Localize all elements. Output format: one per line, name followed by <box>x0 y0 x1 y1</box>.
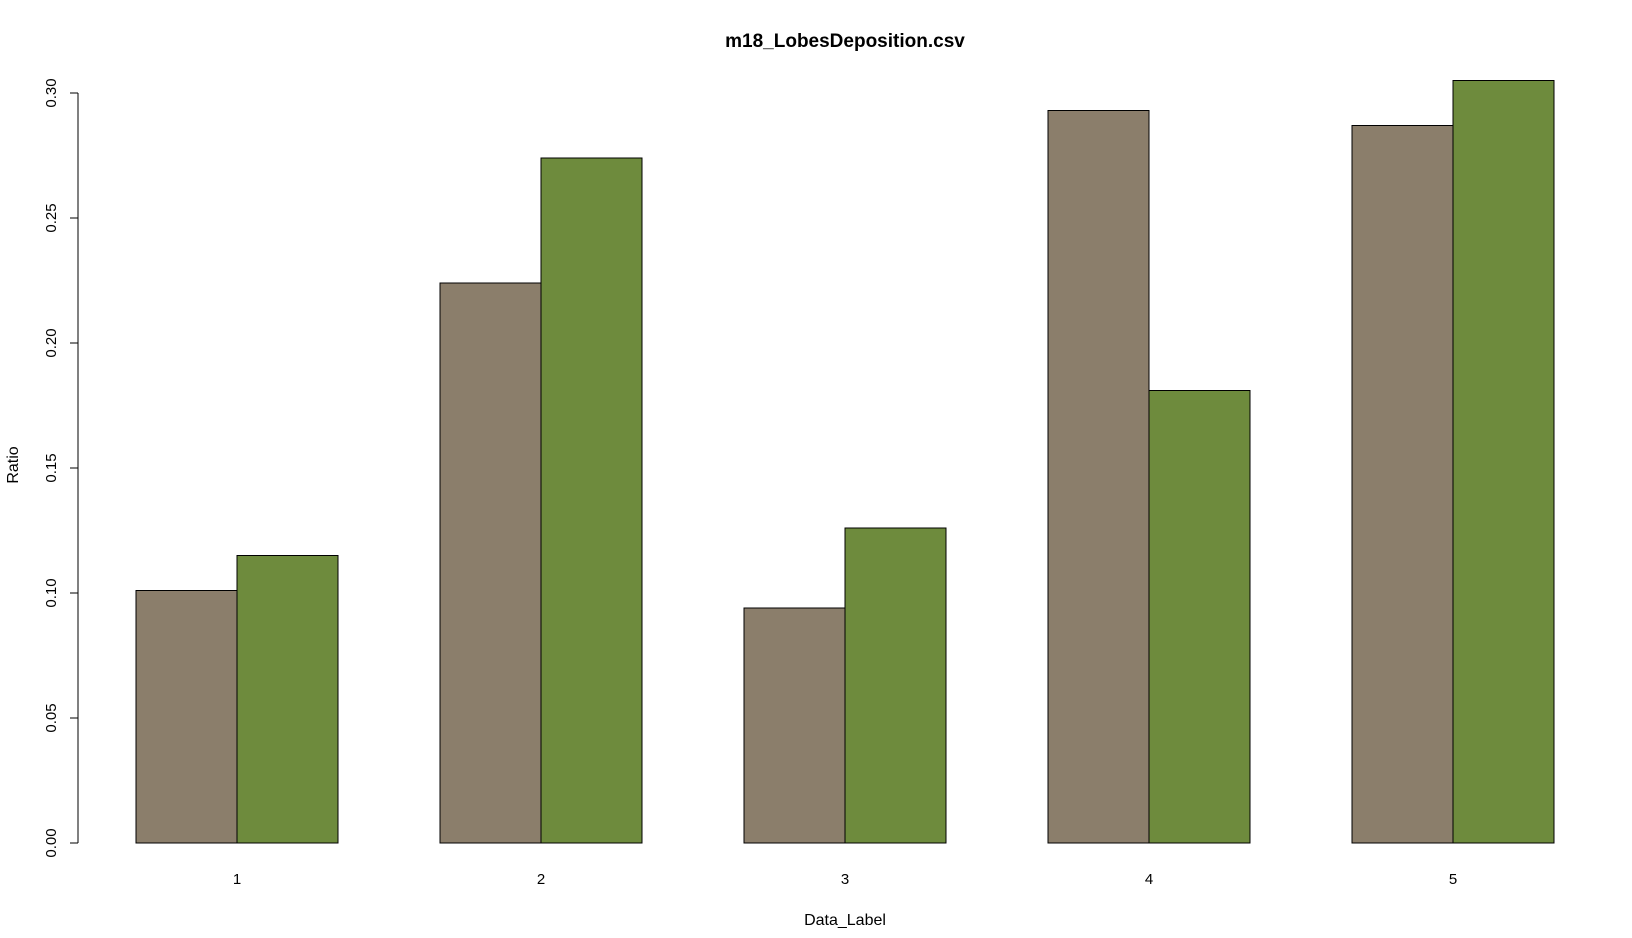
x-tick-label: 4 <box>1145 871 1153 888</box>
y-tick-label: 0.30 <box>43 78 60 107</box>
x-tick-label: 2 <box>537 871 545 888</box>
y-tick-label: 0.00 <box>43 828 60 857</box>
y-tick-label: 0.15 <box>43 453 60 482</box>
bar-cat4-series2 <box>1148 390 1251 844</box>
bar-cat4-series1 <box>1047 110 1150 844</box>
y-tick-label: 0.10 <box>43 578 60 607</box>
bar-cat5-series1 <box>1351 125 1454 844</box>
y-tick-label: 0.05 <box>43 703 60 732</box>
bar-cat3-series2 <box>844 527 947 844</box>
bar-cat2-series1 <box>439 282 542 844</box>
y-tick-label: 0.25 <box>43 203 60 232</box>
x-tick-label: 1 <box>233 871 241 888</box>
bar-cat5-series2 <box>1452 80 1555 844</box>
bar-cat2-series2 <box>540 157 643 844</box>
x-axis-title: Data_Label <box>804 912 886 929</box>
bar-cat1-series1 <box>135 590 238 844</box>
x-tick-label: 3 <box>841 871 849 888</box>
x-tick-label: 5 <box>1449 871 1457 888</box>
bars-group <box>135 80 1555 844</box>
y-axis-ticks: 0.00 0.05 0.10 0.15 0.20 0.25 0.30 <box>43 78 78 858</box>
bar-cat3-series1 <box>743 607 846 844</box>
y-axis-title: Ratio <box>5 446 22 483</box>
x-axis-tick-labels: 1 2 3 4 5 <box>233 871 1457 888</box>
chart-title: m18_LobesDeposition.csv <box>725 31 965 52</box>
y-tick-label: 0.20 <box>43 328 60 357</box>
bar-cat1-series2 <box>236 555 339 844</box>
